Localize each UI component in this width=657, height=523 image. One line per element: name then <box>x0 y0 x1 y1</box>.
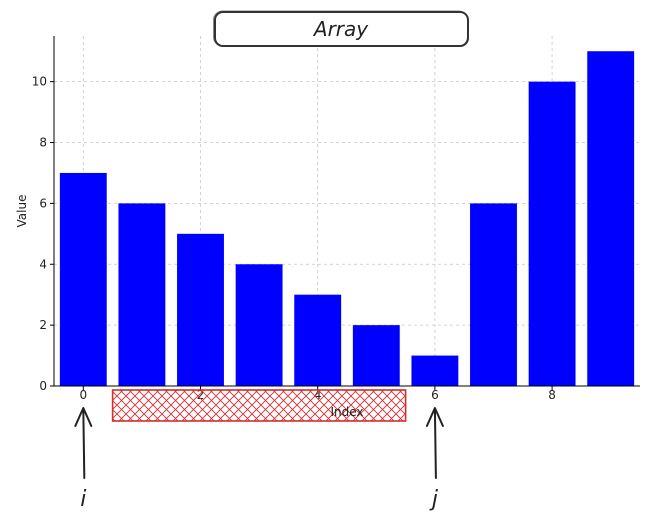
bar <box>59 172 107 386</box>
x-tick-label: 8 <box>548 388 556 402</box>
bar <box>352 325 400 386</box>
bars <box>59 51 635 387</box>
axes <box>53 36 640 387</box>
hatched-range-box <box>111 389 407 422</box>
bar <box>294 294 342 386</box>
y-tick-label: 10 <box>32 75 47 89</box>
pointer-j-arrow: j <box>425 407 444 512</box>
x-tick-label: 0 <box>79 388 87 402</box>
x-tick-label: 6 <box>431 388 439 402</box>
chart-title-box: Array <box>213 10 469 47</box>
bar <box>235 264 283 386</box>
y-tick-label: 2 <box>39 318 47 332</box>
bar <box>587 51 635 386</box>
pointer-j-label: j <box>429 487 439 512</box>
bar <box>177 233 224 386</box>
bar <box>528 81 576 387</box>
y-tick-label: 4 <box>39 257 47 271</box>
y-tick-label: 0 <box>39 379 47 393</box>
bar <box>118 203 166 386</box>
chart-title: Array <box>312 17 369 41</box>
x-axis-title: Index <box>330 405 363 419</box>
y-axis-title: Value <box>15 195 29 228</box>
bar <box>411 355 459 386</box>
y-tick-label: 6 <box>39 196 47 210</box>
bar <box>470 203 517 386</box>
pointer-i-arrow: i <box>74 407 93 512</box>
pointer-i-label: i <box>80 487 86 512</box>
y-tick-label: 8 <box>39 136 47 150</box>
y-ticks: 0 2 4 6 8 10 <box>32 75 54 393</box>
hatched-range <box>111 389 407 422</box>
